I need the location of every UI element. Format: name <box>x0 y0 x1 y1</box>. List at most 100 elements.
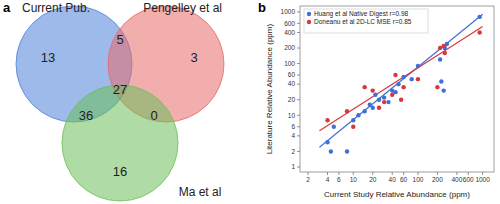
y-tick <box>297 32 300 33</box>
region-count: 27 <box>113 82 127 97</box>
point <box>377 106 381 110</box>
point <box>409 77 413 81</box>
set-name: Pengelley et al <box>143 1 222 15</box>
x-tick-label: 10 <box>350 176 358 183</box>
x-tick-label: 200 <box>432 176 443 183</box>
y-tick <box>297 126 300 127</box>
y-tick-label: 10 <box>288 112 296 119</box>
y-tick-label: 6 <box>291 123 295 130</box>
point <box>441 44 445 48</box>
x-tick-label: 1000 <box>475 176 490 183</box>
y-tick <box>297 166 300 167</box>
point <box>393 73 397 77</box>
x-tick-label: 400 <box>451 176 462 183</box>
region-count: 0 <box>150 108 157 123</box>
y-tick-label: 4 <box>291 132 295 139</box>
point <box>332 125 336 129</box>
y-tick <box>297 63 300 64</box>
y-tick-label: 2 <box>291 148 295 155</box>
x-tick <box>403 172 404 175</box>
legend-marker <box>307 12 311 16</box>
y-axis-label: Literature Relative Abundance (ppm) <box>265 24 274 155</box>
point <box>377 98 381 102</box>
y-tick-label: 400 <box>284 29 295 36</box>
point <box>356 113 360 117</box>
venn-panel: aCurrent Pub.Pengelley et alMa et al1331… <box>3 0 224 201</box>
panel-label: a <box>3 0 11 15</box>
set-circle <box>62 85 178 201</box>
x-tick <box>308 172 309 175</box>
region-count: 13 <box>41 50 55 65</box>
point <box>399 98 403 102</box>
figure: aCurrent Pub.Pengelley et alMa et al1331… <box>0 0 500 204</box>
point <box>362 85 366 89</box>
point <box>382 95 386 99</box>
legend-box <box>304 9 428 33</box>
region-count: 36 <box>79 108 93 123</box>
fit-line <box>319 27 482 131</box>
y-tick <box>297 135 300 136</box>
y-tick-label: 20 <box>288 96 296 103</box>
y-tick <box>297 23 300 24</box>
x-axis-label: Current Study Relative Abundance (ppm) <box>324 190 470 199</box>
point <box>382 100 386 104</box>
x-tick <box>338 172 339 175</box>
set-name: Ma et al <box>179 185 222 199</box>
point <box>441 88 445 92</box>
x-tick-label: 60 <box>400 176 408 183</box>
fit-line <box>319 14 482 147</box>
x-tick <box>456 172 457 175</box>
x-tick-label: 40 <box>389 176 397 183</box>
point <box>325 118 329 122</box>
point <box>416 64 420 68</box>
y-tick <box>297 151 300 152</box>
scatter-panel: b246102040601002004006001000124610204060… <box>258 0 494 199</box>
point <box>443 51 447 55</box>
x-tick-label: 20 <box>369 176 377 183</box>
panel-label: b <box>258 0 266 15</box>
point <box>435 85 439 89</box>
point <box>345 109 349 113</box>
x-tick <box>353 172 354 175</box>
point <box>477 30 481 34</box>
y-tick-label: 100 <box>284 60 295 67</box>
y-tick <box>297 48 300 49</box>
point <box>351 118 355 122</box>
y-tick-label: 200 <box>284 44 295 51</box>
y-tick <box>297 99 300 100</box>
y-tick <box>297 84 300 85</box>
y-tick-label: 600 <box>284 20 295 27</box>
y-tick <box>297 75 300 76</box>
legend-label: Huang et al Native Digest r=0.98 <box>314 10 409 18</box>
point <box>390 93 394 97</box>
point <box>371 106 375 110</box>
region-count: 16 <box>113 164 127 179</box>
point <box>351 125 355 129</box>
point <box>329 149 333 153</box>
point <box>362 109 366 113</box>
x-tick <box>327 172 328 175</box>
x-tick-label: 6 <box>337 176 341 183</box>
point <box>396 82 400 86</box>
y-tick-label: 1 <box>291 163 295 170</box>
x-tick <box>482 172 483 175</box>
point <box>401 75 405 79</box>
point <box>477 15 481 19</box>
region-count: 5 <box>116 32 123 47</box>
y-tick-label: 1000 <box>281 8 296 15</box>
point <box>439 79 443 83</box>
x-tick <box>417 172 418 175</box>
set-name: Current Pub. <box>22 1 90 15</box>
x-tick-label: 4 <box>326 176 330 183</box>
point <box>438 57 442 61</box>
x-tick <box>437 172 438 175</box>
point <box>345 149 349 153</box>
point <box>386 100 390 104</box>
legend: Huang et al Native Digest r=0.98Doneanu … <box>304 9 428 33</box>
point <box>401 85 405 89</box>
marks <box>319 14 482 153</box>
x-tick-label: 600 <box>463 176 474 183</box>
x-tick <box>468 172 469 175</box>
x-tick-label: 100 <box>413 176 424 183</box>
x-tick-label: 2 <box>306 176 310 183</box>
